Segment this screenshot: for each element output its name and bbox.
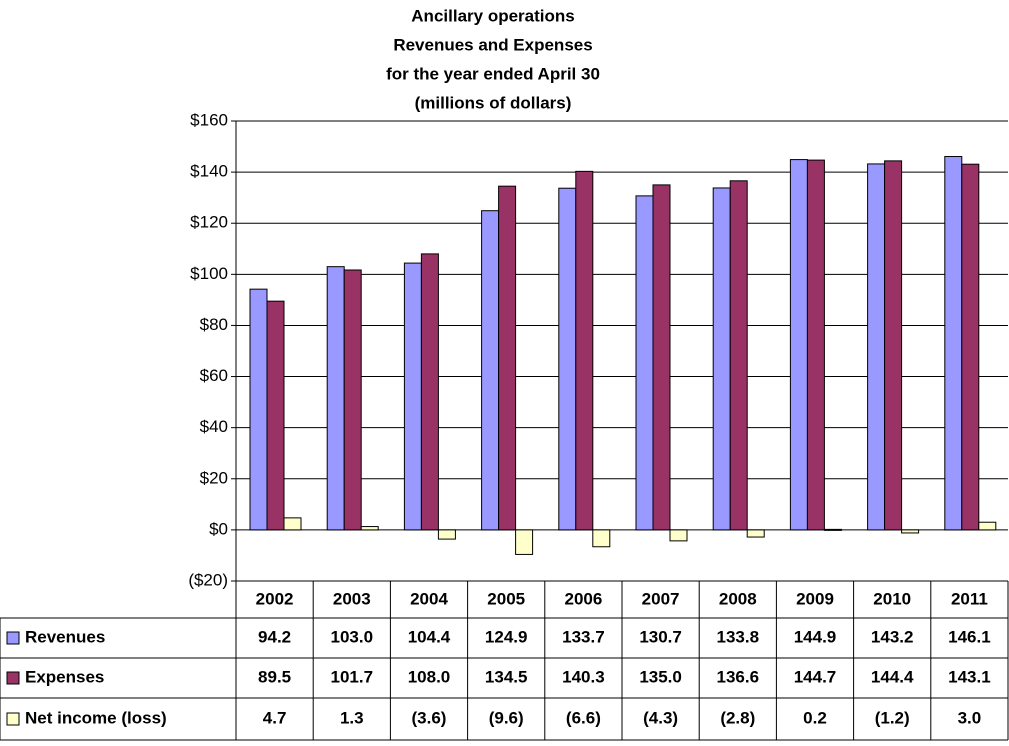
table-value: 133.7 [562,627,605,646]
bar [266,300,285,531]
table-value: (9.6) [489,708,524,727]
table-value: 108.0 [408,667,451,686]
y-tick-label: $120 [190,213,228,232]
y-tick-label: $140 [190,162,228,181]
table-value: 135.0 [639,667,682,686]
x-tick-label: 2009 [796,589,834,608]
x-tick-label: 2002 [256,589,294,608]
y-tick-label: $80 [200,315,228,334]
table-value: 94.2 [258,627,291,646]
table-value: (1.2) [875,708,910,727]
bar [481,210,500,531]
table-value: 144.4 [871,667,914,686]
table-value: 134.5 [485,667,528,686]
bar [360,526,379,531]
legend-label: Net income (loss) [25,708,167,727]
table-value: 146.1 [948,627,991,646]
table-value: 101.7 [331,667,374,686]
table-value: 130.7 [639,627,682,646]
bar [669,529,688,542]
table-value: 0.2 [803,708,827,727]
bar [558,187,577,531]
table-value: 103.0 [331,627,374,646]
bar [498,185,517,531]
x-tick-label: 2011 [951,589,988,608]
x-tick-label: 2008 [719,589,757,608]
y-tick-label: $100 [190,264,228,283]
table-value: (2.8) [720,708,755,727]
bar [867,163,886,531]
table-value: (4.3) [643,708,678,727]
bar [592,529,611,548]
bar [403,262,422,531]
x-tick-label: 2005 [487,589,525,608]
bar [437,529,456,540]
x-tick-label: 2006 [564,589,602,608]
table-value: 133.8 [717,627,760,646]
bar [283,517,302,531]
y-tick-label: $60 [200,366,228,385]
table-value: 144.7 [794,667,837,686]
bar [729,180,748,531]
table-value: 89.5 [258,667,291,686]
bar [901,529,920,534]
table-value: (6.6) [566,708,601,727]
legend-label: Expenses [25,667,104,686]
y-tick-label: $40 [200,417,228,436]
table-value: 143.2 [871,627,914,646]
chart-title: for the year ended April 30 [386,64,600,83]
table-value: 136.6 [717,667,760,686]
bar [575,170,594,531]
chart-title: (millions of dollars) [415,93,572,112]
table-value: 3.0 [958,708,982,727]
bar [249,288,268,531]
bar [326,266,345,531]
table-value: 143.1 [948,667,991,686]
table-value: 1.3 [340,708,364,727]
chart-title: Ancillary operations [411,6,574,25]
bar [515,529,534,555]
table-value: (3.6) [412,708,447,727]
x-tick-label: 2010 [873,589,911,608]
y-tick-label: $0 [209,519,228,538]
bar [343,269,362,531]
bar [635,195,654,531]
chart-title: Revenues and Expenses [393,35,592,54]
bar [961,163,980,531]
bar [746,529,765,538]
x-tick-label: 2007 [642,589,680,608]
bar [884,160,903,531]
x-tick-label: 2003 [333,589,371,608]
bar [978,521,997,531]
bar [652,184,671,531]
legend-label: Revenues [25,627,105,646]
table-value: 4.7 [263,708,287,727]
table-value: 144.9 [794,627,837,646]
bar [712,187,731,531]
legend-swatch [6,631,20,645]
bar [789,159,808,531]
y-tick-label: $20 [200,468,228,487]
bar [806,159,825,531]
x-tick-label: 2004 [410,589,448,608]
bar [420,253,439,531]
legend-swatch [6,671,20,685]
bar [823,528,842,531]
table-value: 124.9 [485,627,528,646]
table-value: 140.3 [562,667,605,686]
y-tick-label: ($20) [188,570,228,589]
y-tick-label: $160 [190,110,228,129]
table-value: 104.4 [408,627,451,646]
legend-swatch [6,712,20,726]
bar [944,156,963,531]
